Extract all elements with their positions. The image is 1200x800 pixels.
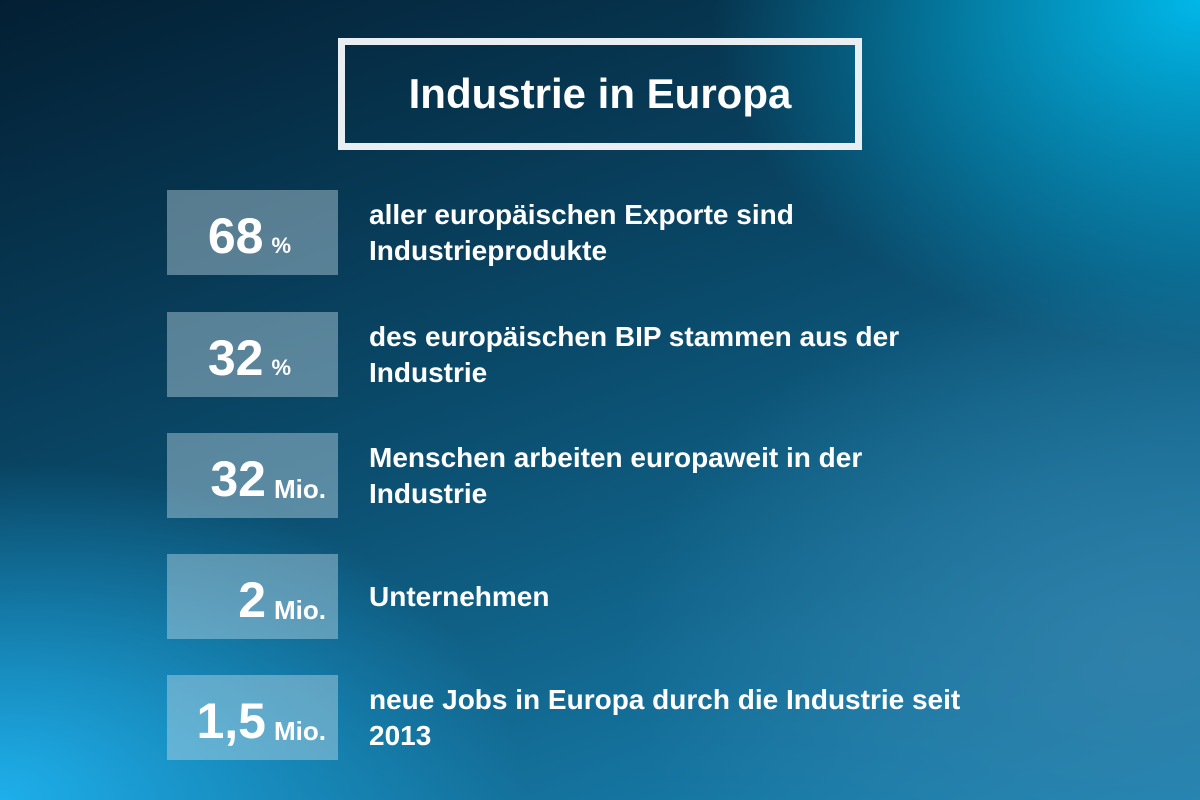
- stat-box: 2 Mio.: [167, 554, 338, 639]
- stat-box: 1,5 Mio.: [167, 675, 338, 760]
- stat-unit: Mio.: [274, 595, 326, 625]
- stat-value: 1,5: [196, 693, 266, 749]
- stat-unit: Mio.: [274, 474, 326, 504]
- stat-description: Menschen arbeiten europaweit in der Indu…: [369, 441, 863, 509]
- stat-row: 2 Mio. Unternehmen: [167, 554, 987, 639]
- stat-description: aller europäischen Exporte sind Industri…: [369, 198, 794, 266]
- stat-unit: Mio.: [274, 716, 326, 746]
- stat-row: 1,5 Mio. neue Jobs in Europa durch die In…: [167, 675, 987, 760]
- stat-unit: %: [271, 233, 291, 258]
- title-box: Industrie in Europa: [338, 38, 862, 150]
- stat-box: 32 Mio.: [167, 433, 338, 518]
- stat-row: 68% aller europäischen Exporte sind Indu…: [167, 190, 987, 275]
- stat-row: 32 Mio. Menschen arbeiten europaweit in d…: [167, 433, 987, 518]
- stat-value: 32: [207, 330, 264, 386]
- stat-description: Unternehmen: [369, 580, 550, 612]
- stat-value: 68: [207, 208, 264, 264]
- stat-value: 32: [210, 451, 266, 507]
- stat-description: des europäischen BIP stammen aus der Ind…: [369, 320, 900, 388]
- page-title: Industrie in Europa: [408, 70, 792, 117]
- stat-unit: %: [271, 355, 291, 380]
- stat-box: 32%: [167, 312, 338, 397]
- stat-row: 32% des europäischen BIP stammen aus der…: [167, 312, 987, 397]
- stat-description: neue Jobs in Europa durch die Industrie …: [369, 683, 961, 751]
- stat-value: 2: [238, 572, 266, 628]
- stat-box: 68%: [167, 190, 338, 275]
